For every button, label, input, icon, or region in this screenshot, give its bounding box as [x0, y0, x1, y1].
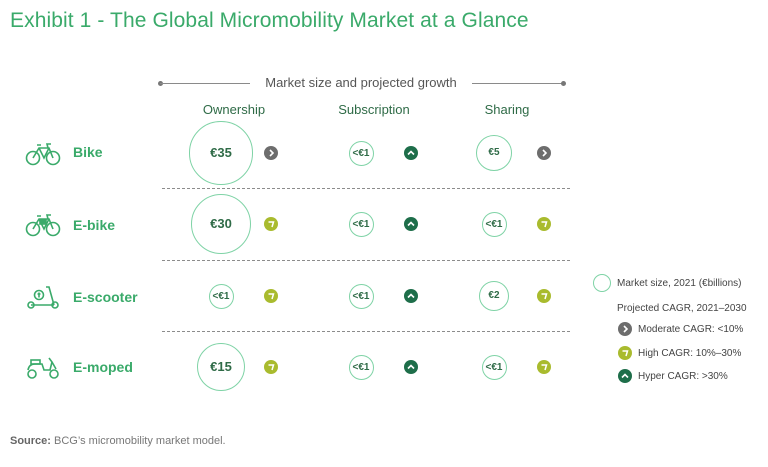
e-scooter-icon [27, 286, 59, 309]
market-size-bubble: €2 [478, 280, 510, 312]
header-line-right [472, 83, 563, 84]
legend-moderate-label: Moderate CAGR: <10% [638, 324, 744, 335]
market-size-label: <€1 [352, 361, 370, 373]
market-size-label: <€1 [352, 290, 370, 302]
cagr-hyper-icon [404, 146, 418, 160]
row-label-e-scooter: E-scooter [73, 289, 138, 305]
row-label-bike: Bike [73, 144, 103, 160]
page-title: Exhibit 1 - The Global Micromobility Mar… [10, 9, 529, 32]
legend-hyper-label: Hyper CAGR: >30% [638, 371, 728, 382]
row-divider [162, 331, 570, 332]
market-size-bubble: <€1 [348, 283, 374, 309]
bicycle-icon [25, 143, 61, 166]
column-header-subscription: Subscription [338, 102, 410, 117]
market-size-label: €15 [210, 359, 232, 375]
legend-high-icon [618, 346, 632, 360]
market-size-bubble: <€1 [208, 283, 234, 309]
legend-hyper-icon [618, 369, 632, 383]
market-size-label: €5 [488, 147, 500, 159]
cagr-high-icon [537, 289, 551, 303]
market-size-bubble: €15 [196, 342, 246, 392]
row-divider [162, 188, 570, 189]
market-size-bubble: €35 [189, 121, 253, 185]
cagr-hyper-icon [404, 217, 418, 231]
market-size-bubble: <€1 [481, 211, 507, 237]
market-size-bubble: <€1 [348, 140, 374, 166]
market-size-bubble: <€1 [348, 211, 374, 237]
source-prefix: Source: [10, 435, 51, 447]
market-size-label: <€1 [485, 218, 503, 230]
market-size-bubble: €30 [191, 194, 251, 254]
header-line-right-end [561, 81, 566, 86]
cagr-moderate-icon [537, 146, 551, 160]
e-moped-icon [27, 357, 59, 379]
legend-size-bubble [593, 274, 611, 292]
market-size-bubble: <€1 [348, 354, 374, 380]
cagr-hyper-icon [404, 360, 418, 374]
e-bike-icon [25, 214, 61, 237]
cagr-high-icon [264, 289, 278, 303]
cagr-high-icon [264, 360, 278, 374]
chart-subtitle: Market size and projected growth [265, 75, 457, 90]
legend-size-label: Market size, 2021 (€billions) [617, 278, 742, 289]
cagr-high-icon [537, 360, 551, 374]
cagr-moderate-icon [264, 146, 278, 160]
legend-cagr-title: Projected CAGR, 2021–2030 [617, 303, 747, 314]
market-size-bubble: <€1 [481, 354, 507, 380]
row-label-e-moped: E-moped [73, 359, 133, 375]
cagr-high-icon [537, 217, 551, 231]
source-text: BCG’s micromobility market model. [54, 435, 226, 447]
row-divider [162, 260, 570, 261]
column-header-sharing: Sharing [484, 102, 530, 117]
market-size-label: <€1 [212, 290, 230, 302]
market-size-label: <€1 [352, 218, 370, 230]
legend-high-label: High CAGR: 10%–30% [638, 348, 742, 359]
market-size-bubble: €5 [475, 134, 513, 172]
market-size-label: €35 [210, 145, 232, 161]
market-size-label: <€1 [352, 147, 370, 159]
market-size-label: <€1 [485, 361, 503, 373]
legend-moderate-icon [618, 322, 632, 336]
column-header-ownership: Ownership [202, 102, 266, 117]
header-line-left [160, 83, 250, 84]
market-size-label: €2 [488, 290, 500, 302]
cagr-hyper-icon [404, 289, 418, 303]
market-size-label: €30 [210, 216, 232, 232]
cagr-high-icon [264, 217, 278, 231]
source-note: Source: BCG’s micromobility market model… [10, 435, 226, 447]
row-label-e-bike: E-bike [73, 217, 116, 233]
